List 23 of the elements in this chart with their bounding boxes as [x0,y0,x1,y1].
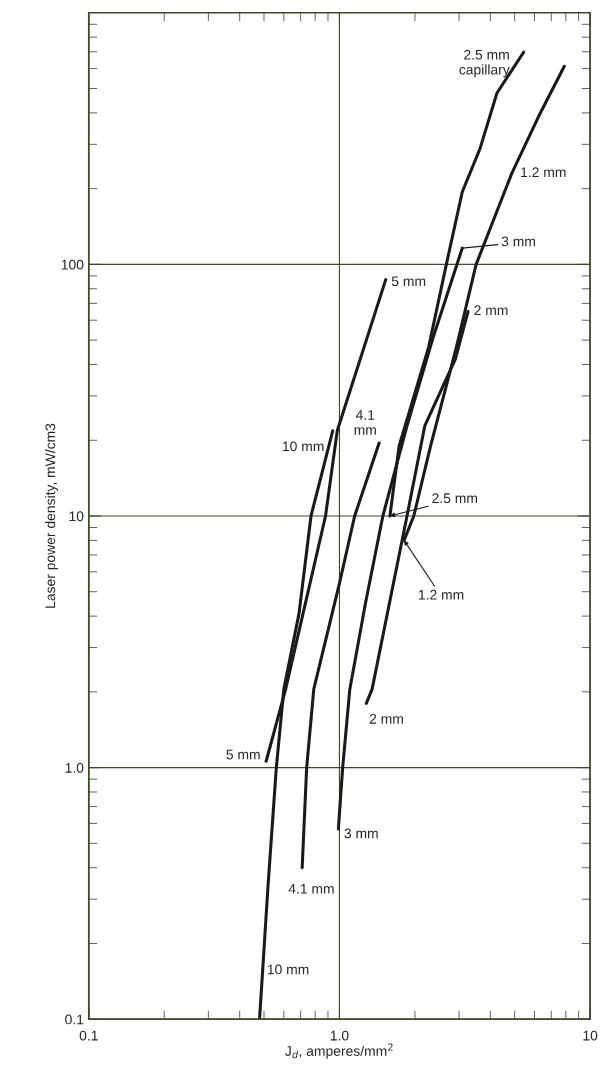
annotation: 4.1 mm [288,883,334,894]
y-tick-label: 100 [61,259,84,270]
annotation: 2 mm [474,305,508,316]
annotation: 3 mm [501,236,535,247]
y-axis-title: Laser power density, mW/cm3 [45,423,58,608]
annotation: 3 mm [344,828,378,839]
x-tick-label: 1.0 [330,1030,349,1041]
annotation: 2.5 mm [432,493,477,504]
x-tick-label: 0.1 [79,1030,98,1041]
annotation: 1.2 mm [521,167,566,177]
annotation: 5 mm [391,276,426,287]
annotation: 5 mm [226,749,260,760]
annotation: 2 mm [369,713,403,724]
annotation: 1.2 mm [418,589,464,600]
annotation: 2.5 mm capillary [459,49,510,78]
annotation: 4.1 mm [354,410,376,435]
annotation: 10 mm [282,441,324,452]
y-tick-label: 1.0 [65,762,84,773]
y-tick-label: 0.1 [65,1014,84,1025]
annotation: 10 mm [267,964,309,975]
y-tick-label: 10 [69,511,84,522]
x-tick-label: 10 [583,1030,598,1041]
x-axis-title: J$_{d}$, amperes/mm$^{2}$ [285,1043,393,1059]
